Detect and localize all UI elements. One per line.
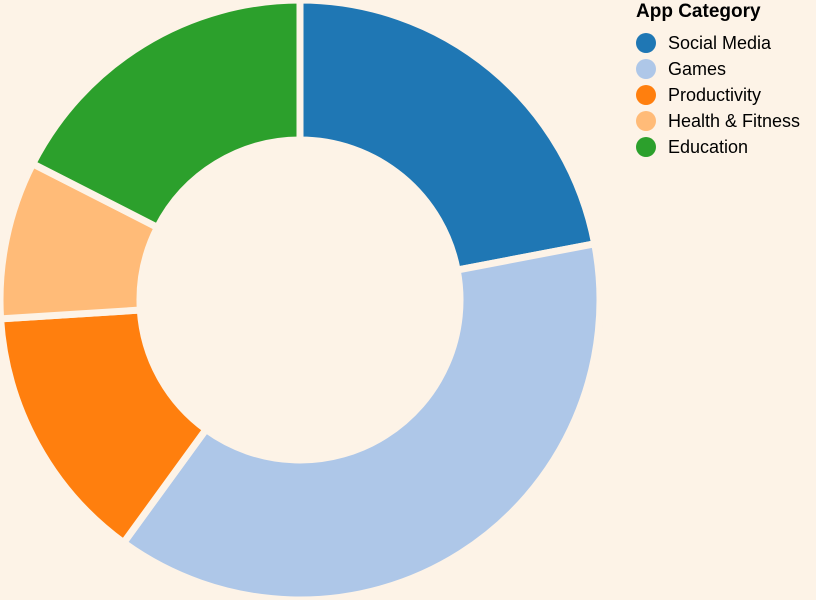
legend: App Category Social Media Games Productivi… bbox=[636, 0, 800, 160]
legend-label: Education bbox=[668, 136, 749, 157]
slice-productivity[interactable] bbox=[0, 306, 210, 547]
slice-education[interactable] bbox=[29, 0, 304, 231]
slice-games[interactable] bbox=[120, 240, 604, 600]
slice-social-media[interactable] bbox=[296, 0, 599, 274]
legend-item-productivity[interactable]: Productivity bbox=[636, 82, 800, 108]
legend-swatch bbox=[636, 59, 656, 79]
legend-label: Social Media bbox=[668, 32, 772, 53]
legend-swatch bbox=[636, 85, 656, 105]
legend-label: Productivity bbox=[668, 84, 762, 105]
legend-label: Health & Fitness bbox=[668, 110, 801, 131]
legend-swatch bbox=[636, 111, 656, 131]
legend-item-education[interactable]: Education bbox=[636, 134, 800, 160]
legend-item-health-fitness[interactable]: Health & Fitness bbox=[636, 108, 800, 134]
legend-item-games[interactable]: Games bbox=[636, 56, 800, 82]
legend-title: App Category bbox=[636, 1, 761, 22]
legend-swatch bbox=[636, 33, 656, 53]
legend-items: Social Media Games Productivity Health & Fi… bbox=[636, 30, 800, 160]
legend-item-social-media[interactable]: Social Media bbox=[636, 30, 800, 56]
legend-label: Games bbox=[668, 58, 727, 79]
legend-swatch bbox=[636, 137, 656, 157]
